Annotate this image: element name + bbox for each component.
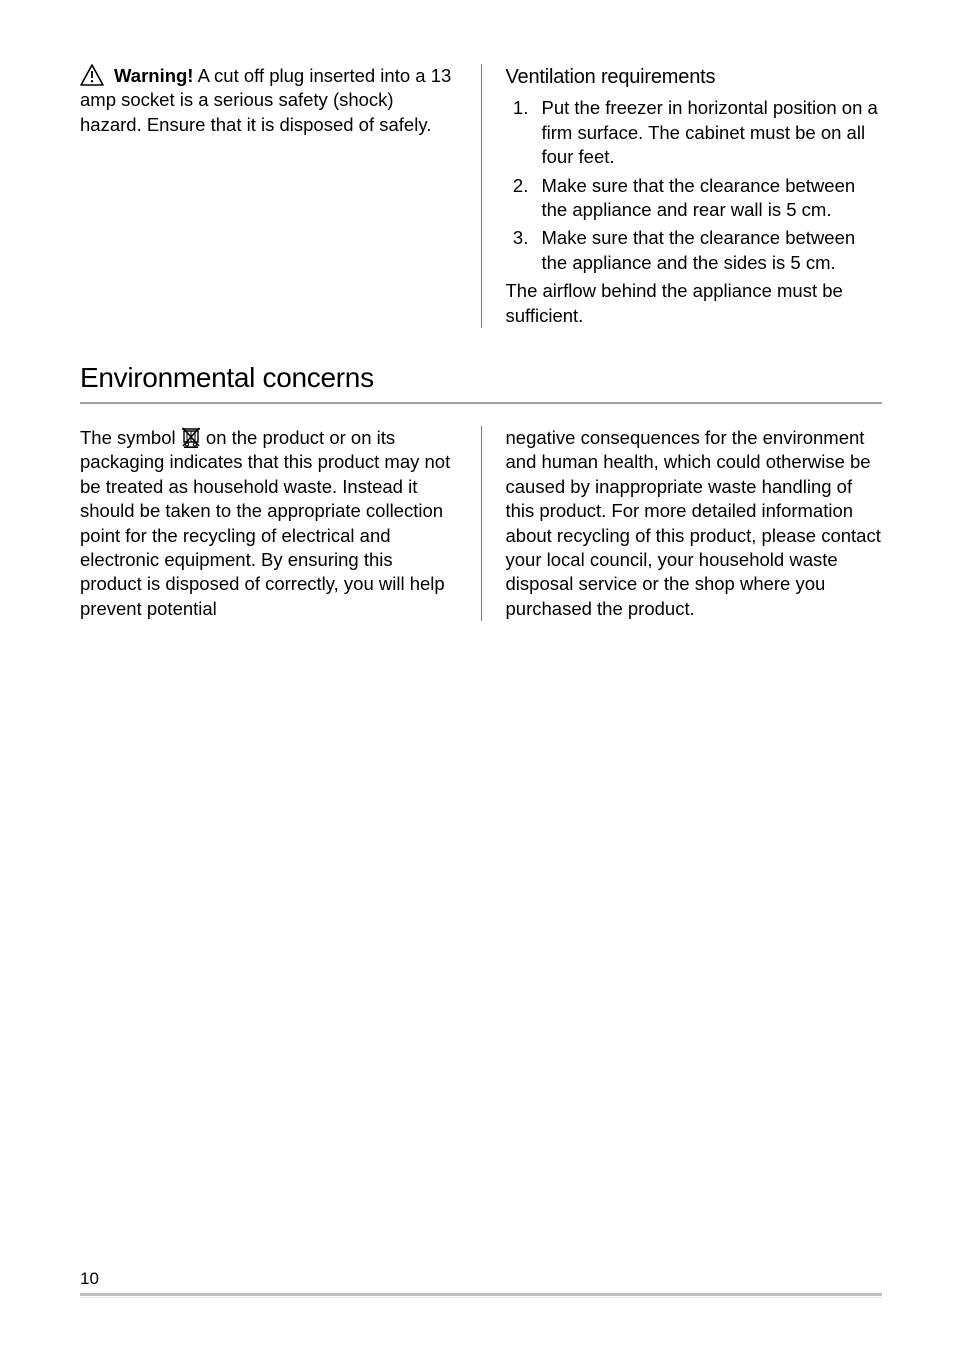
- environmental-heading: Environmental concerns: [80, 362, 882, 394]
- environmental-columns: The symbol on the product or on its pack…: [80, 426, 882, 621]
- top-columns: Warning! A cut off plug inserted into a …: [80, 64, 882, 328]
- column-divider: [481, 64, 482, 328]
- column-divider: [481, 426, 482, 621]
- env-left-post: on the product or on its packaging indic…: [80, 427, 450, 619]
- footer-rule: [80, 1293, 882, 1296]
- environmental-left: The symbol on the product or on its pack…: [80, 426, 457, 621]
- ventilation-trailing: The airflow behind the appliance must be…: [506, 279, 883, 328]
- list-item: Make sure that the clearance between the…: [534, 174, 883, 223]
- section-rule: [80, 402, 882, 404]
- weee-icon: [181, 426, 201, 448]
- list-item: Put the freezer in horizontal position o…: [534, 96, 883, 169]
- warning-icon: [80, 64, 104, 86]
- warning-label: Warning!: [114, 65, 193, 86]
- warning-column: Warning! A cut off plug inserted into a …: [80, 64, 457, 328]
- ventilation-heading: Ventilation requirements: [506, 64, 883, 90]
- footer-rule-light: [80, 1297, 882, 1298]
- page-number: 10: [80, 1269, 882, 1289]
- env-left-pre: The symbol: [80, 427, 181, 448]
- page-footer: 10: [80, 1269, 882, 1298]
- environmental-right: negative consequences for the environmen…: [506, 426, 883, 621]
- ventilation-list: Put the freezer in horizontal position o…: [506, 96, 883, 275]
- ventilation-column: Ventilation requirements Put the freezer…: [506, 64, 883, 328]
- warning-text: Warning! A cut off plug inserted into a …: [80, 65, 451, 135]
- list-item: Make sure that the clearance between the…: [534, 226, 883, 275]
